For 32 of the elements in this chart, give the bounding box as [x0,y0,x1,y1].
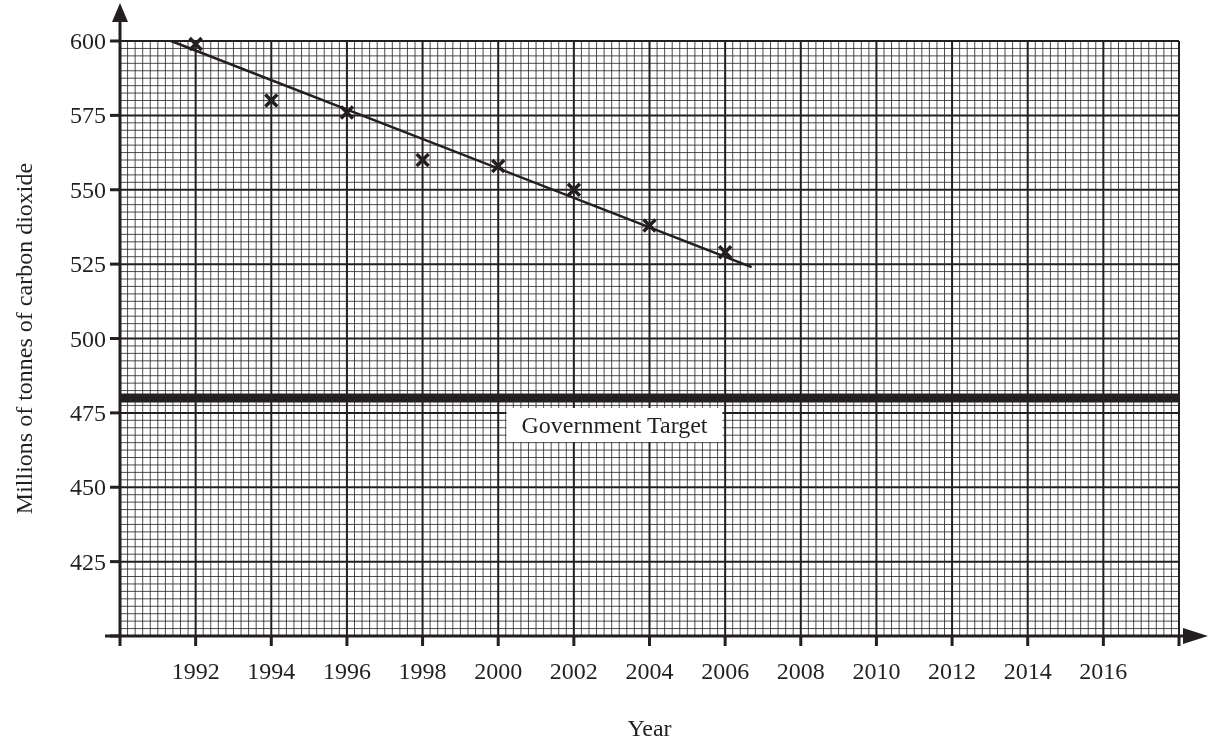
x-tick-label: 2010 [852,658,901,684]
point [490,158,506,174]
ref-line-label: Government Target [521,412,708,438]
x-tick-label: 2006 [701,658,750,684]
x-tick-label: 2016 [1079,658,1128,684]
point [339,104,355,121]
x-tick-label: 1994 [247,658,296,684]
point [641,217,658,234]
x-tick-label: 1996 [322,658,371,684]
y-tick-label: 525 [70,251,106,278]
y-tick-label: 475 [70,399,106,426]
x-axis-title: Year [627,715,672,741]
y-tick-label: 500 [70,325,106,352]
point [187,36,204,52]
x-tick-label: 2012 [928,658,977,684]
x-tick-label: 2008 [776,658,825,684]
x-tick-label: 1992 [171,658,220,684]
y-tick-label: 575 [70,102,106,129]
x-tick-label: 2002 [549,658,598,684]
y-axis-title: Millions of tonnes of carbon dioxide [11,162,37,515]
x-tick-label: 1998 [398,658,447,684]
x-tick-label: 2014 [1003,658,1052,684]
x-tick-label: 2000 [474,658,523,684]
point [414,152,431,168]
x-tick-label: 2004 [625,658,674,684]
point [263,92,280,109]
point [717,244,733,260]
y-tick-label: 425 [70,548,106,575]
y-tick-label: 450 [70,474,106,501]
point [566,182,582,198]
y-tick-label: 550 [70,176,106,203]
y-tick-label: 600 [70,28,106,54]
